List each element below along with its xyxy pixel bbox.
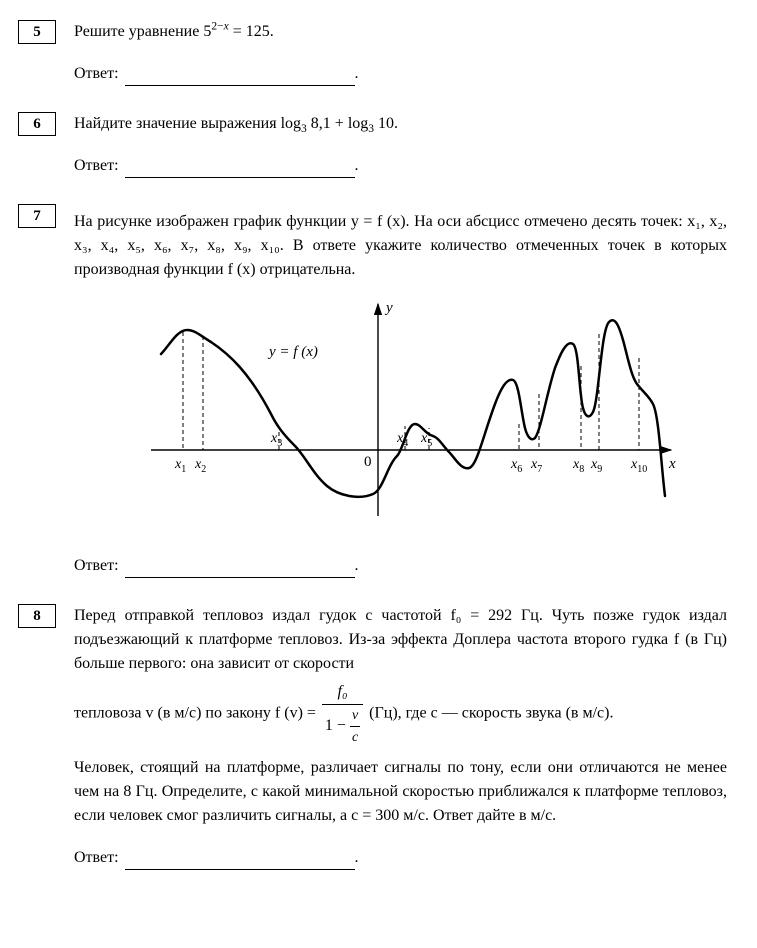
svg-text:x10: x10	[630, 457, 647, 475]
svg-text:y: y	[384, 300, 393, 316]
problem-body: На рисунке изображен график функции y = …	[74, 204, 727, 584]
answer-row: Ответ: .	[74, 154, 727, 178]
problem-number: 8	[33, 608, 41, 625]
answer-row: Ответ: .	[74, 554, 727, 578]
graph-svg: yx0x1x2x3x4x5x6x7x8x9x10y = f (x)	[121, 296, 681, 536]
answer-label: Ответ:	[74, 557, 119, 574]
problem-number-box: 6	[18, 112, 56, 136]
answer-period: .	[355, 849, 359, 866]
problem-number: 5	[33, 24, 41, 41]
svg-text:x7: x7	[530, 457, 542, 475]
line2: тепловоза v (в м/с) по закону f (v) = f₀…	[74, 680, 727, 748]
svg-text:x9: x9	[590, 457, 602, 475]
problem-8: 8 Перед отправкой тепловоз издал гудок с…	[18, 604, 727, 876]
answer-period: .	[355, 557, 359, 574]
problem-number-box: 8	[18, 604, 56, 628]
line1: Перед отправкой тепловоз издал гудок с ч…	[74, 604, 727, 676]
problem-body: Найдите значение выражения log3 8,1 + lo…	[74, 112, 727, 184]
svg-text:x6: x6	[510, 457, 522, 475]
answer-row: Ответ: .	[74, 846, 727, 870]
problem-body: Решите уравнение 52−x = 125. Ответ: .	[74, 20, 727, 92]
function-graph: yx0x1x2x3x4x5x6x7x8x9x10y = f (x)	[74, 296, 727, 536]
svg-text:y = f (x): y = f (x)	[267, 344, 318, 360]
problem-7: 7 На рисунке изображен график функции y …	[18, 204, 727, 584]
problem-5: 5 Решите уравнение 52−x = 125. Ответ: .	[18, 20, 727, 92]
svg-text:0: 0	[364, 454, 372, 470]
answer-row: Ответ: .	[74, 62, 727, 86]
svg-text:x8: x8	[572, 457, 584, 475]
answer-blank[interactable]	[125, 163, 355, 178]
answer-blank[interactable]	[125, 855, 355, 870]
answer-label: Ответ:	[74, 157, 119, 174]
answer-label: Ответ:	[74, 65, 119, 82]
svg-text:x3: x3	[270, 431, 282, 449]
problem-6: 6 Найдите значение выражения log3 8,1 + …	[18, 112, 727, 184]
exam-page: 5 Решите уравнение 52−x = 125. Ответ: . …	[0, 0, 757, 948]
problem-number-box: 7	[18, 204, 56, 228]
formula-fraction: f₀ 1 − vc	[322, 680, 363, 748]
equation: 52−x = 125.	[203, 23, 273, 40]
problem-text: На рисунке изображен график функции y = …	[74, 210, 727, 282]
text: Решите уравнение	[74, 23, 203, 40]
problem-number: 6	[33, 116, 41, 133]
problem-number: 7	[33, 208, 41, 225]
problem-body: Перед отправкой тепловоз издал гудок с ч…	[74, 604, 727, 876]
answer-blank[interactable]	[125, 563, 355, 578]
answer-label: Ответ:	[74, 849, 119, 866]
answer-period: .	[355, 157, 359, 174]
expression: log3 8,1 + log3 10.	[281, 115, 398, 132]
problem-number-box: 5	[18, 20, 56, 44]
svg-text:x1: x1	[174, 457, 186, 475]
answer-blank[interactable]	[125, 71, 355, 86]
line3: Человек, стоящий на платформе, различает…	[74, 756, 727, 828]
answer-period: .	[355, 65, 359, 82]
text: Найдите значение выражения	[74, 115, 281, 132]
svg-text:x2: x2	[194, 457, 206, 475]
svg-text:x: x	[668, 456, 676, 472]
